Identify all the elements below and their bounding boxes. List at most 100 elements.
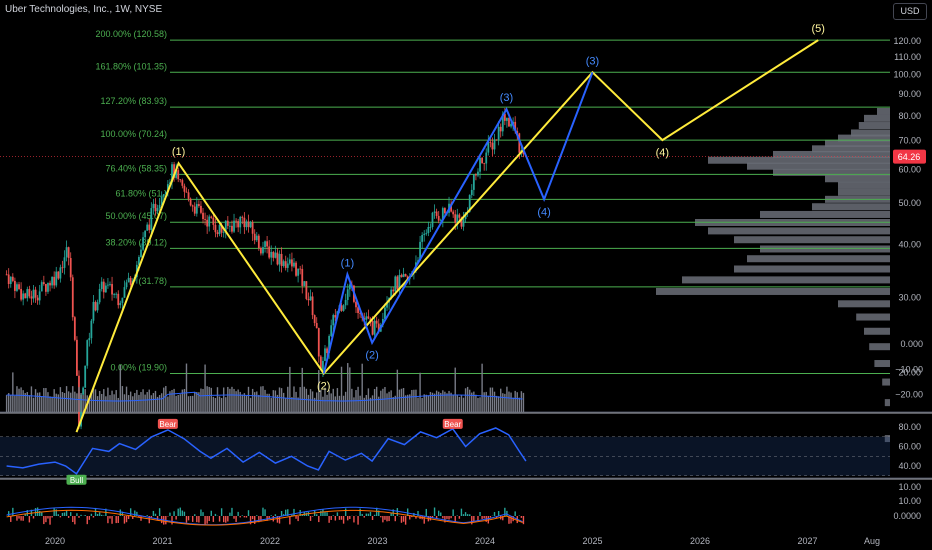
candle-body bbox=[307, 298, 310, 301]
macd-histogram-bar bbox=[359, 508, 361, 516]
macd-histogram-bar bbox=[225, 516, 227, 523]
candle-body bbox=[344, 299, 347, 306]
macd-histogram-bar bbox=[363, 516, 365, 518]
candle-body bbox=[506, 117, 508, 121]
fib-level-label: 0.00% (19.90) bbox=[110, 362, 167, 372]
macd-histogram-bar bbox=[382, 516, 384, 523]
candle-body bbox=[26, 289, 29, 299]
candle-body bbox=[324, 348, 326, 361]
volume-bar bbox=[45, 388, 47, 412]
wave-label: (3) bbox=[586, 55, 599, 67]
macd-histogram-bar bbox=[520, 516, 523, 518]
volume-bar bbox=[394, 395, 396, 412]
macd-histogram-bar bbox=[185, 516, 188, 523]
macd-histogram-bar bbox=[287, 509, 289, 516]
macd-histogram-bar bbox=[177, 508, 179, 516]
volume-profile-bar bbox=[856, 313, 890, 321]
macd-histogram-bar bbox=[394, 516, 396, 522]
macd-histogram-bar bbox=[384, 516, 386, 520]
candle-body bbox=[100, 281, 103, 289]
candle-body bbox=[152, 203, 155, 209]
candle-body bbox=[390, 289, 393, 298]
candle-body bbox=[57, 271, 60, 279]
macd-histogram-bar bbox=[264, 509, 266, 516]
volume-bar bbox=[212, 396, 215, 412]
volume-profile-bar bbox=[773, 168, 890, 176]
candle-body bbox=[247, 221, 250, 228]
candle-body bbox=[204, 219, 206, 220]
volume-bar bbox=[475, 394, 477, 412]
volume-bar bbox=[297, 397, 299, 412]
candle-body bbox=[348, 284, 351, 290]
macd-histogram-bar bbox=[249, 516, 252, 525]
candle-body bbox=[158, 205, 161, 209]
candle-body bbox=[485, 152, 488, 164]
macd-histogram-bar bbox=[402, 516, 405, 522]
volume-profile-bar bbox=[858, 122, 890, 130]
volume-bar bbox=[90, 392, 93, 412]
volume-bar bbox=[92, 386, 95, 412]
candle-body bbox=[30, 296, 33, 299]
candle-body bbox=[311, 296, 314, 316]
volume-bar bbox=[185, 363, 188, 412]
candle-body bbox=[119, 302, 122, 306]
candle-body bbox=[69, 258, 72, 278]
macd-histogram-bar bbox=[433, 507, 436, 516]
volume-bar bbox=[14, 395, 16, 412]
macd-histogram-bar bbox=[442, 516, 444, 519]
macd-histogram-bar bbox=[347, 516, 349, 521]
candle-body bbox=[516, 131, 519, 134]
candle-body bbox=[171, 164, 173, 183]
volume-bar bbox=[41, 396, 43, 412]
volume-bar bbox=[156, 396, 159, 412]
macd-histogram-bar bbox=[86, 516, 88, 525]
volume-bar bbox=[183, 388, 186, 412]
volume-bar bbox=[454, 367, 456, 412]
candle-body bbox=[355, 301, 357, 308]
candle-body bbox=[305, 281, 308, 299]
volume-profile-bar bbox=[682, 276, 890, 284]
candle-body bbox=[456, 214, 459, 223]
volume-bar bbox=[344, 391, 347, 412]
volume-bar bbox=[258, 394, 260, 412]
volume-bar bbox=[442, 390, 444, 412]
macd-histogram-bar bbox=[134, 510, 136, 516]
candle-body bbox=[125, 282, 128, 288]
macd-histogram-bar bbox=[61, 512, 64, 516]
candle-body bbox=[189, 198, 192, 206]
volume-bar bbox=[502, 393, 504, 412]
macd-histogram-bar bbox=[43, 516, 45, 525]
volume-profile-bar bbox=[708, 156, 890, 164]
volume-bar bbox=[460, 395, 463, 412]
candle-body bbox=[67, 247, 70, 259]
macd-histogram bbox=[5, 507, 525, 525]
candle-body bbox=[123, 287, 126, 298]
volume-bar bbox=[464, 388, 467, 412]
macd-histogram-bar bbox=[129, 508, 132, 516]
macd-histogram-bar bbox=[375, 507, 378, 516]
macd-histogram-bar bbox=[477, 516, 479, 521]
candle-body bbox=[53, 276, 56, 286]
macd-histogram-bar bbox=[404, 516, 407, 525]
price-axis-tick-label: 80.00 bbox=[898, 111, 921, 121]
candle-body bbox=[63, 257, 66, 268]
volume-profile-bar bbox=[825, 139, 890, 147]
candle-body bbox=[202, 212, 204, 220]
macd-histogram-bar bbox=[241, 515, 243, 516]
volume-profile-bar bbox=[838, 188, 890, 196]
candle-body bbox=[90, 320, 93, 339]
volume-profile-bar bbox=[760, 210, 890, 218]
candle-body bbox=[88, 338, 91, 341]
macd-histogram-bar bbox=[270, 515, 272, 516]
volume-bar bbox=[504, 393, 506, 412]
volume-bar bbox=[43, 388, 45, 412]
candle-body bbox=[7, 274, 10, 284]
currency-button[interactable]: USD bbox=[893, 3, 927, 20]
macd-histogram-bar bbox=[489, 516, 492, 518]
macd-histogram-bar bbox=[179, 507, 181, 516]
candle-body bbox=[483, 163, 486, 165]
volume-bar bbox=[361, 363, 363, 412]
volume-bar bbox=[481, 363, 483, 412]
